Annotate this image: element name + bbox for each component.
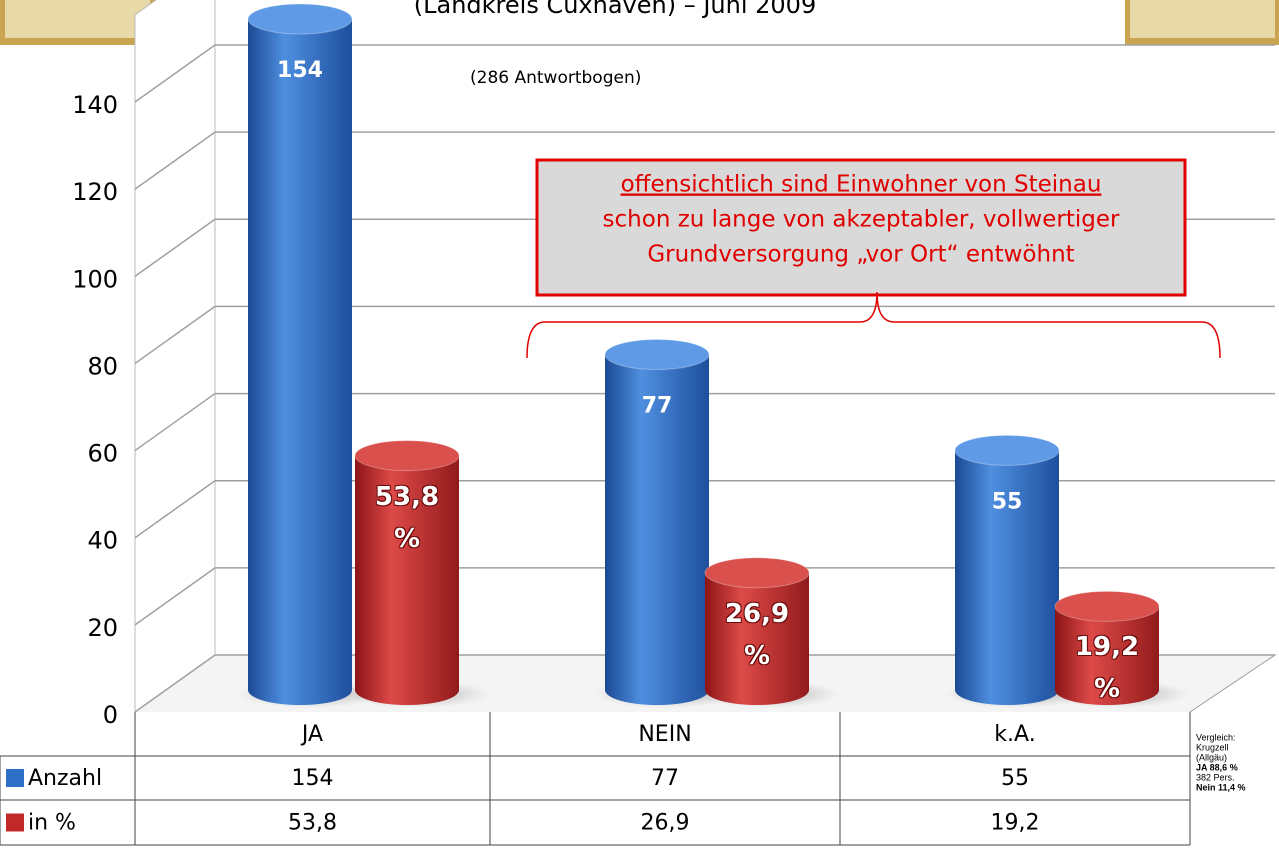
y-tick-label: 0 [103, 701, 118, 729]
bar [605, 354, 709, 705]
legend-label: in % [28, 811, 76, 836]
data-label: 19,2 % [1074, 632, 1140, 705]
legend-swatch [6, 813, 24, 832]
legend-label: Anzahl [28, 766, 102, 791]
bar-top [954, 434, 1060, 466]
data-label: 53,8 % [374, 481, 440, 554]
x-tick-label: JA [300, 722, 323, 747]
grid-line [134, 479, 1275, 539]
y-tick-label: 80 [87, 352, 118, 380]
bar-top [704, 557, 810, 589]
chart-title: (Landkreis Cuxhaven) – Juni 2009 [414, 0, 816, 19]
table-cell: 26,9 [641, 811, 690, 836]
y-tick-label: 20 [87, 614, 118, 642]
table-cell: 53,8 [288, 811, 337, 836]
grid-line [134, 131, 1275, 190]
data-label: 55 [992, 489, 1023, 514]
grid-line [134, 305, 1275, 365]
grid-line [134, 392, 1275, 452]
bar-top [354, 440, 460, 472]
logo [1130, 0, 1275, 38]
data-label: 154 [277, 58, 323, 83]
legend-swatch [6, 769, 24, 787]
side-note: JA 88,6 % [1196, 762, 1238, 772]
table-cell: 154 [292, 766, 334, 791]
wall [134, 0, 216, 713]
x-tick-label: NEIN [638, 722, 691, 747]
annotation-text: schon zu lange von akzeptabler, vollwert… [603, 207, 1120, 233]
side-note: Krugzell [1196, 742, 1229, 752]
grid-line [134, 567, 1275, 626]
bar [1055, 606, 1159, 705]
side-note: 382 Pers. [1196, 772, 1235, 782]
annotation-text: offensichtlich sind Einwohner von Steina… [621, 172, 1102, 198]
logo [5, 0, 150, 38]
annotation-text: Grundversorgung „vor Ort“ entwöhnt [647, 242, 1074, 268]
y-tick-label: 120 [72, 178, 118, 206]
bar [355, 455, 459, 705]
side-note: Vergleich: [1196, 732, 1236, 742]
annotation-box [535, 158, 1187, 297]
y-tick-label: 100 [72, 265, 118, 293]
bar-top [604, 339, 710, 370]
bar [248, 19, 352, 705]
bar-top [247, 3, 353, 35]
data-label: 77 [642, 394, 673, 419]
y-tick-label: 40 [87, 527, 118, 555]
brace [526, 291, 1221, 359]
bar [705, 572, 809, 705]
subtitle: (286 Antwortbogen) [470, 68, 641, 88]
table-cell: 19,2 [991, 811, 1040, 836]
table-cell: 55 [1001, 766, 1029, 791]
grid-line [134, 44, 1275, 103]
side-note: Nein 11,4 % [1196, 782, 1246, 792]
x-tick-label: k.A. [994, 722, 1035, 747]
bar-top [1054, 590, 1160, 622]
side-note: (Allgäu) [1196, 752, 1227, 762]
y-tick-label: 60 [87, 440, 118, 468]
y-tick-label: 140 [72, 91, 118, 119]
grid-line [134, 654, 1275, 713]
table-cell: 77 [651, 766, 679, 791]
data-label: 26,9 % [724, 598, 790, 671]
bar [955, 450, 1059, 705]
